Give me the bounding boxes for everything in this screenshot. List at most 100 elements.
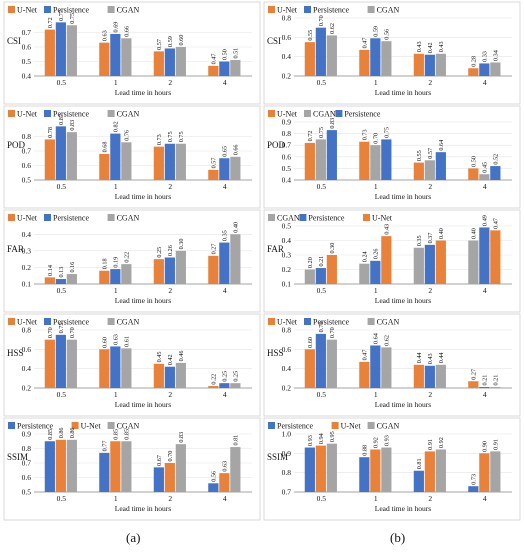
- legend-swatch: [107, 422, 115, 429]
- bar-cgan-4: [230, 447, 241, 492]
- bar-value-label: 0.76: [318, 322, 325, 333]
- bar-value-label: 0.90: [482, 441, 489, 452]
- bar-unet-2: [153, 259, 164, 284]
- x-tick-label: 2: [168, 390, 172, 399]
- bar-cgan-1: [121, 264, 132, 284]
- bar-cgan-0.5: [326, 35, 337, 76]
- chart-panel-pod-b: U-Net CGAN Persistence 0.4 0.5 0.6 0.7 0.8 0.9 PO…: [263, 105, 521, 209]
- bar-value-label: 0.50: [222, 49, 229, 60]
- y-tick-label: 0.6: [282, 33, 292, 42]
- bar-value-label: 0.49: [482, 215, 489, 226]
- x-axis-title: Lead time in hours: [115, 400, 172, 409]
- x-tick-label: 0.5: [57, 494, 67, 503]
- bar-value-label: 0.21: [482, 375, 489, 386]
- bar-persistence-2: [424, 244, 435, 284]
- bar-value-label: 0.35: [222, 230, 229, 241]
- bar-value-label: 0.42: [427, 42, 434, 53]
- x-tick-label: 0.5: [317, 78, 327, 87]
- bar-value-label: 0.82: [113, 121, 120, 132]
- y-tick-label: 0.8: [282, 14, 292, 23]
- bar-cgan-0.5: [304, 269, 315, 284]
- bar-value-label: 0.45: [156, 352, 163, 363]
- legend-swatch: [71, 422, 79, 429]
- legend-swatch: [304, 6, 311, 13]
- y-axis-label: POD: [267, 140, 286, 150]
- bar-value-label: 0.35: [416, 235, 423, 246]
- y-axis-label: FAR: [7, 244, 24, 254]
- bar-persistence-4: [219, 61, 230, 76]
- bar-persistence-1: [381, 139, 392, 180]
- bar-value-label: 0.44: [416, 352, 423, 363]
- bar-cgan-4: [230, 156, 241, 180]
- bar-value-label: 0.87: [58, 114, 65, 125]
- x-tick-label: 2: [428, 78, 432, 87]
- bar-cgan-0.5: [66, 339, 77, 388]
- legend-swatch: [44, 6, 51, 13]
- bar-unet-0.5: [44, 139, 55, 180]
- x-tick-label: 4: [223, 286, 227, 295]
- y-tick-label: 0.6: [22, 161, 32, 170]
- bar-persistence-0.5: [315, 333, 326, 388]
- bar-unet-2: [413, 162, 424, 180]
- x-tick-label: 1: [374, 286, 378, 295]
- x-tick-label: 4: [483, 286, 487, 295]
- legend-label: Persistence: [53, 318, 89, 327]
- bar-value-label: 0.59: [167, 36, 174, 47]
- bar-persistence-2: [413, 470, 424, 492]
- y-tick-label: 0.8: [282, 326, 292, 335]
- bar-value-label: 0.77: [102, 441, 109, 452]
- bar-cgan-4: [468, 240, 479, 284]
- y-axis-label: HSS: [7, 348, 24, 358]
- bar-value-label: 0.37: [427, 233, 434, 244]
- bar-value-label: 0.65: [222, 146, 229, 157]
- bar-persistence-0.5: [55, 279, 66, 284]
- bar-value-label: 0.88: [362, 445, 369, 456]
- bar-value-label: 0.43: [438, 41, 445, 52]
- legend-swatch: [268, 422, 275, 429]
- bar-value-label: 0.85: [124, 429, 131, 440]
- bar-value-label: 0.92: [373, 437, 380, 448]
- bar-cgan-2: [175, 47, 186, 76]
- y-tick-label: 0.2: [282, 72, 292, 81]
- legend-label: Persistence: [53, 214, 89, 223]
- x-axis-title: Lead time in hours: [375, 192, 432, 201]
- bar-value-label: 0.42: [167, 354, 174, 365]
- bar-value-label: 0.43: [384, 224, 391, 235]
- x-tick-label: 0.5: [317, 494, 327, 503]
- legend-label: U-Net: [17, 110, 38, 119]
- bar-cgan-0.5: [66, 439, 77, 492]
- bar-unet-1: [381, 236, 392, 284]
- bar-unet-2: [153, 146, 164, 180]
- x-tick-label: 2: [428, 182, 432, 191]
- x-tick-label: 0.5: [317, 182, 327, 191]
- legend-swatch: [107, 318, 115, 325]
- x-axis-title: Lead time in hours: [115, 192, 172, 201]
- bar-persistence-0.5: [55, 334, 66, 388]
- bar-value-label: 0.26: [167, 245, 174, 256]
- bar-value-label: 0.43: [416, 41, 423, 52]
- bar-persistence-2: [153, 467, 164, 492]
- bar-cgan-2: [175, 143, 186, 180]
- bar-cgan-4: [230, 383, 241, 388]
- bar-value-label: 0.34: [493, 50, 500, 61]
- y-tick-label: 0.7: [22, 28, 32, 37]
- y-axis-label: FAR: [267, 244, 284, 254]
- bar-unet-1: [359, 361, 370, 388]
- legend-swatch: [331, 422, 339, 429]
- bar-value-label: 0.63: [222, 461, 229, 472]
- legend-label: Persistence: [53, 110, 89, 119]
- y-tick-label: 0.1: [22, 280, 32, 289]
- y-tick-label: 0.2: [22, 384, 32, 393]
- bar-cgan-2: [175, 250, 186, 284]
- bar-value-label: 0.76: [124, 130, 131, 141]
- x-tick-label: 4: [483, 390, 487, 399]
- legend-label: CGAN: [117, 214, 140, 223]
- bar-value-label: 0.70: [47, 327, 54, 338]
- legend-swatch: [44, 318, 51, 325]
- bar-value-label: 0.86: [58, 427, 65, 438]
- bar-value-label: 0.68: [102, 142, 109, 153]
- bar-cgan-1: [121, 441, 132, 492]
- bar-cgan-2: [435, 364, 446, 388]
- bar-persistence-0.5: [326, 130, 337, 180]
- bar-value-label: 0.43: [427, 353, 434, 364]
